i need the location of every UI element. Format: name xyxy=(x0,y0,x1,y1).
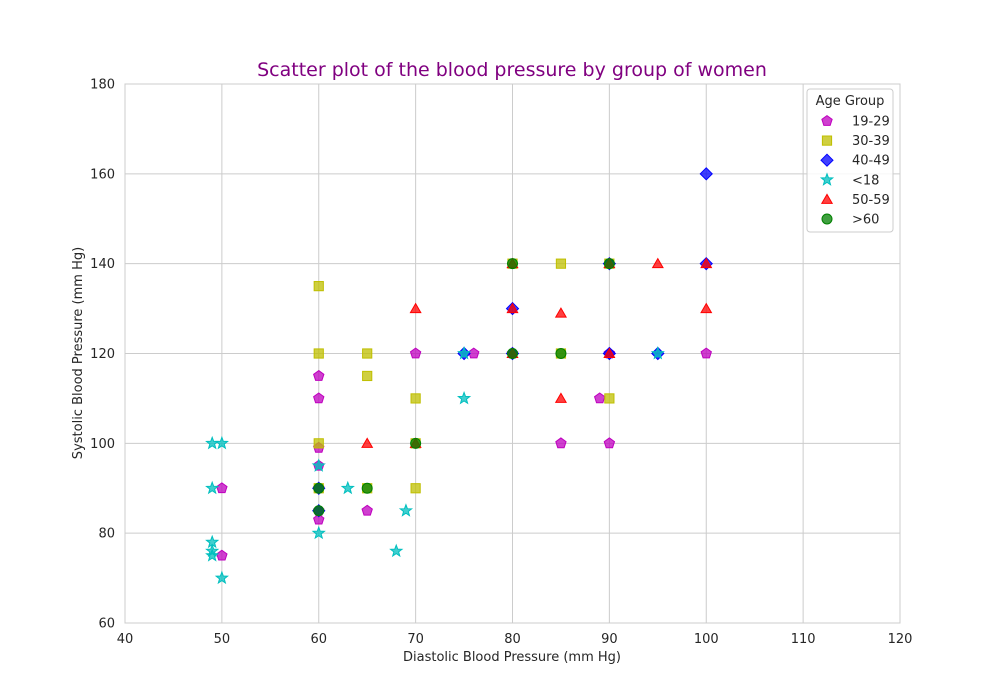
y-tick-label: 160 xyxy=(90,167,115,182)
legend-marker xyxy=(821,114,833,126)
data-point xyxy=(506,302,519,314)
data-point xyxy=(340,480,355,495)
data-point xyxy=(398,503,414,517)
legend-item: 30-39 xyxy=(821,134,890,149)
legend-label: <18 xyxy=(852,173,879,188)
data-point xyxy=(313,513,325,525)
data-point xyxy=(313,369,325,381)
data-point xyxy=(554,392,567,403)
plot-frame xyxy=(124,83,901,624)
x-axis-label: Diastolic Blood Pressure (mm Hg) xyxy=(403,650,621,665)
legend-item: 19-29 xyxy=(821,114,890,130)
legend-marker xyxy=(819,172,835,186)
data-point xyxy=(603,258,615,270)
legend-item: <18 xyxy=(819,172,879,188)
data-point xyxy=(214,435,229,450)
y-tick-label: 120 xyxy=(90,347,115,362)
data-point xyxy=(361,437,374,448)
data-point xyxy=(555,437,567,449)
data-point xyxy=(313,348,324,359)
data-point xyxy=(700,302,713,314)
data-point xyxy=(650,346,665,360)
x-tick-label: 50 xyxy=(214,632,231,647)
legend-marker xyxy=(820,193,834,204)
data-point xyxy=(313,505,325,517)
data-point xyxy=(361,504,373,516)
legend-label: 19-29 xyxy=(852,115,890,130)
data-point xyxy=(603,347,616,358)
data-point xyxy=(313,438,324,449)
data-point xyxy=(313,281,324,292)
data-point xyxy=(214,570,229,585)
legend-title: Age Group xyxy=(816,94,885,109)
data-point xyxy=(410,483,421,494)
data-point xyxy=(603,437,616,449)
legend-item: >60 xyxy=(821,213,879,228)
x-tick-label: 70 xyxy=(407,632,424,647)
series-5 xyxy=(313,258,615,517)
legend-label: 40-49 xyxy=(852,154,890,169)
tick-labels: 40 50 60 70 80 90 100 110 120 60 80 100 120 140 160 180 xyxy=(90,78,912,648)
data-point xyxy=(593,392,606,404)
y-tick-label: 100 xyxy=(90,437,115,452)
y-tick-label: 140 xyxy=(90,257,115,272)
x-tick-label: 120 xyxy=(888,632,913,647)
data-point xyxy=(507,348,518,359)
data-point xyxy=(362,348,373,359)
data-point xyxy=(409,347,422,359)
x-tick-label: 60 xyxy=(310,632,327,647)
data-point xyxy=(604,393,615,404)
data-point xyxy=(700,257,713,269)
data-point xyxy=(313,392,325,404)
data-point xyxy=(389,543,404,558)
data-point xyxy=(456,346,472,360)
x-tick-label: 40 xyxy=(117,632,134,647)
data-point xyxy=(311,458,326,472)
y-axis-label: Systolic Blood Pressure (mm Hg) xyxy=(71,247,86,459)
chart-title: Scatter plot of the blood pressure by gr… xyxy=(257,59,767,81)
data-point xyxy=(456,390,472,405)
legend-label: >60 xyxy=(852,213,879,228)
data-point xyxy=(651,257,664,269)
x-tick-label: 110 xyxy=(791,632,816,647)
data-point xyxy=(205,548,220,562)
legend-items: 19-29 30-39 40-49 <18 50-59 >60 xyxy=(819,114,890,228)
data-point xyxy=(311,525,326,540)
data-point xyxy=(362,370,373,382)
data-point xyxy=(410,437,422,449)
legend-marker xyxy=(821,135,833,146)
legend-label: 30-39 xyxy=(852,134,890,149)
x-tick-label: 100 xyxy=(694,632,719,647)
y-tick-label: 60 xyxy=(98,617,115,632)
data-point xyxy=(555,258,567,269)
legend-label: 50-59 xyxy=(852,193,890,208)
data-point xyxy=(409,302,422,314)
data-point xyxy=(313,482,325,494)
data-point xyxy=(700,347,712,359)
data-point xyxy=(507,258,518,270)
data-point xyxy=(361,482,373,494)
legend-item: 40-49 xyxy=(820,153,890,169)
data-point xyxy=(699,167,713,181)
legend-marker xyxy=(820,153,834,167)
data-point xyxy=(554,307,567,318)
x-tick-label: 80 xyxy=(504,632,521,647)
legend-marker xyxy=(821,213,833,225)
y-tick-label: 180 xyxy=(90,78,115,93)
data-point xyxy=(205,480,220,495)
data-point xyxy=(410,393,421,404)
y-tick-label: 80 xyxy=(98,527,115,542)
series-3 xyxy=(205,346,665,585)
legend-item: 50-59 xyxy=(820,193,890,208)
data-point xyxy=(555,348,567,359)
x-tick-label: 90 xyxy=(601,632,618,647)
legend: Age Group 19-29 30-39 40-49 <18 50-59 >60 xyxy=(806,88,894,233)
data-points xyxy=(205,167,713,585)
